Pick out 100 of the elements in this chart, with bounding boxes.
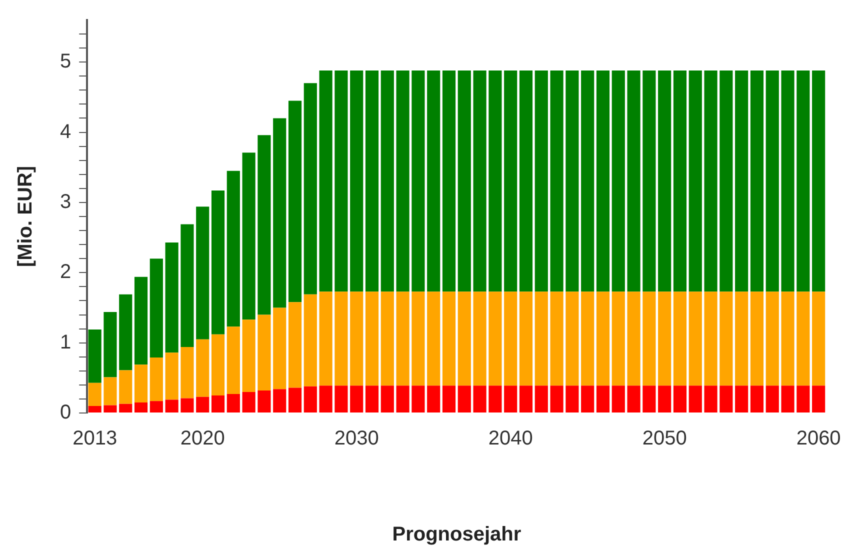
bar	[180, 224, 194, 348]
bar	[673, 292, 687, 386]
bar	[304, 83, 317, 294]
bar	[781, 386, 794, 412]
bar	[750, 292, 764, 386]
bar	[688, 386, 702, 412]
bar	[319, 70, 332, 292]
bar	[242, 320, 256, 392]
bar	[673, 70, 687, 292]
bar	[581, 386, 594, 412]
bar	[750, 70, 764, 292]
bar	[427, 292, 440, 386]
bar	[720, 386, 733, 412]
bar	[180, 398, 194, 412]
bar	[566, 292, 579, 386]
bar	[334, 70, 348, 292]
y-axis-title: [Mio. EUR]	[14, 166, 37, 268]
bar	[380, 386, 394, 412]
bar	[273, 389, 286, 412]
bar	[396, 292, 410, 386]
bar	[766, 292, 779, 386]
bar	[688, 70, 702, 292]
bar	[365, 70, 379, 292]
bar	[812, 386, 826, 412]
bar	[704, 292, 718, 386]
bar	[104, 405, 117, 412]
bar	[134, 402, 148, 412]
bar	[596, 386, 610, 412]
bar	[473, 70, 486, 292]
bar	[150, 258, 163, 358]
bar	[796, 292, 810, 386]
bar	[458, 292, 471, 386]
x-tick-label: 2013	[72, 428, 118, 450]
bar	[550, 292, 564, 386]
y-tick-label: 4	[60, 120, 72, 143]
bar	[104, 377, 117, 406]
bar	[504, 386, 518, 412]
x-tick-label: 2060	[796, 428, 841, 450]
bar	[150, 401, 163, 412]
bar	[534, 292, 548, 386]
bar	[735, 386, 748, 412]
bar	[226, 394, 240, 412]
bar	[288, 100, 302, 302]
bar	[304, 386, 317, 412]
bar	[165, 352, 178, 400]
bar	[88, 406, 102, 412]
bar	[412, 70, 425, 292]
bar	[380, 292, 394, 386]
bar	[627, 70, 640, 292]
x-tick-label: 2020	[180, 428, 225, 450]
bar	[766, 70, 779, 292]
bar	[704, 386, 718, 412]
bar	[781, 292, 794, 386]
bar	[627, 292, 640, 386]
bar	[796, 70, 810, 292]
y-tick-label: 1	[60, 331, 72, 354]
bar	[566, 70, 579, 292]
bar	[211, 395, 225, 412]
bar	[612, 386, 625, 412]
bar	[658, 386, 672, 412]
bar	[704, 70, 718, 292]
bar	[334, 386, 348, 412]
bar	[566, 386, 579, 412]
bar	[334, 292, 348, 386]
bar	[258, 390, 271, 412]
bar	[581, 292, 594, 386]
y-tick-label: 2	[60, 261, 72, 284]
bar	[673, 386, 687, 412]
bar	[519, 70, 533, 292]
bar	[273, 118, 286, 308]
bar	[458, 386, 471, 412]
bar	[735, 70, 748, 292]
bar	[380, 70, 394, 292]
bar	[288, 302, 302, 388]
bar	[211, 190, 225, 334]
bar	[612, 70, 625, 292]
bar	[627, 386, 640, 412]
bar	[458, 70, 471, 292]
bar	[427, 70, 440, 292]
bar	[196, 206, 210, 340]
bar	[766, 386, 779, 412]
bar	[226, 170, 240, 327]
bar	[519, 292, 533, 386]
bar	[642, 386, 656, 412]
bar	[750, 386, 764, 412]
bar	[396, 386, 410, 412]
bar	[319, 292, 332, 386]
bar	[812, 70, 826, 292]
bar	[612, 292, 625, 386]
x-tick-label: 2030	[334, 428, 379, 450]
bar	[165, 400, 178, 412]
bar	[442, 70, 456, 292]
bar	[488, 292, 502, 386]
bar	[412, 292, 425, 386]
bar	[134, 364, 148, 402]
bar	[488, 386, 502, 412]
bar	[350, 386, 364, 412]
bar	[534, 70, 548, 292]
bar	[242, 392, 256, 412]
bar	[658, 292, 672, 386]
